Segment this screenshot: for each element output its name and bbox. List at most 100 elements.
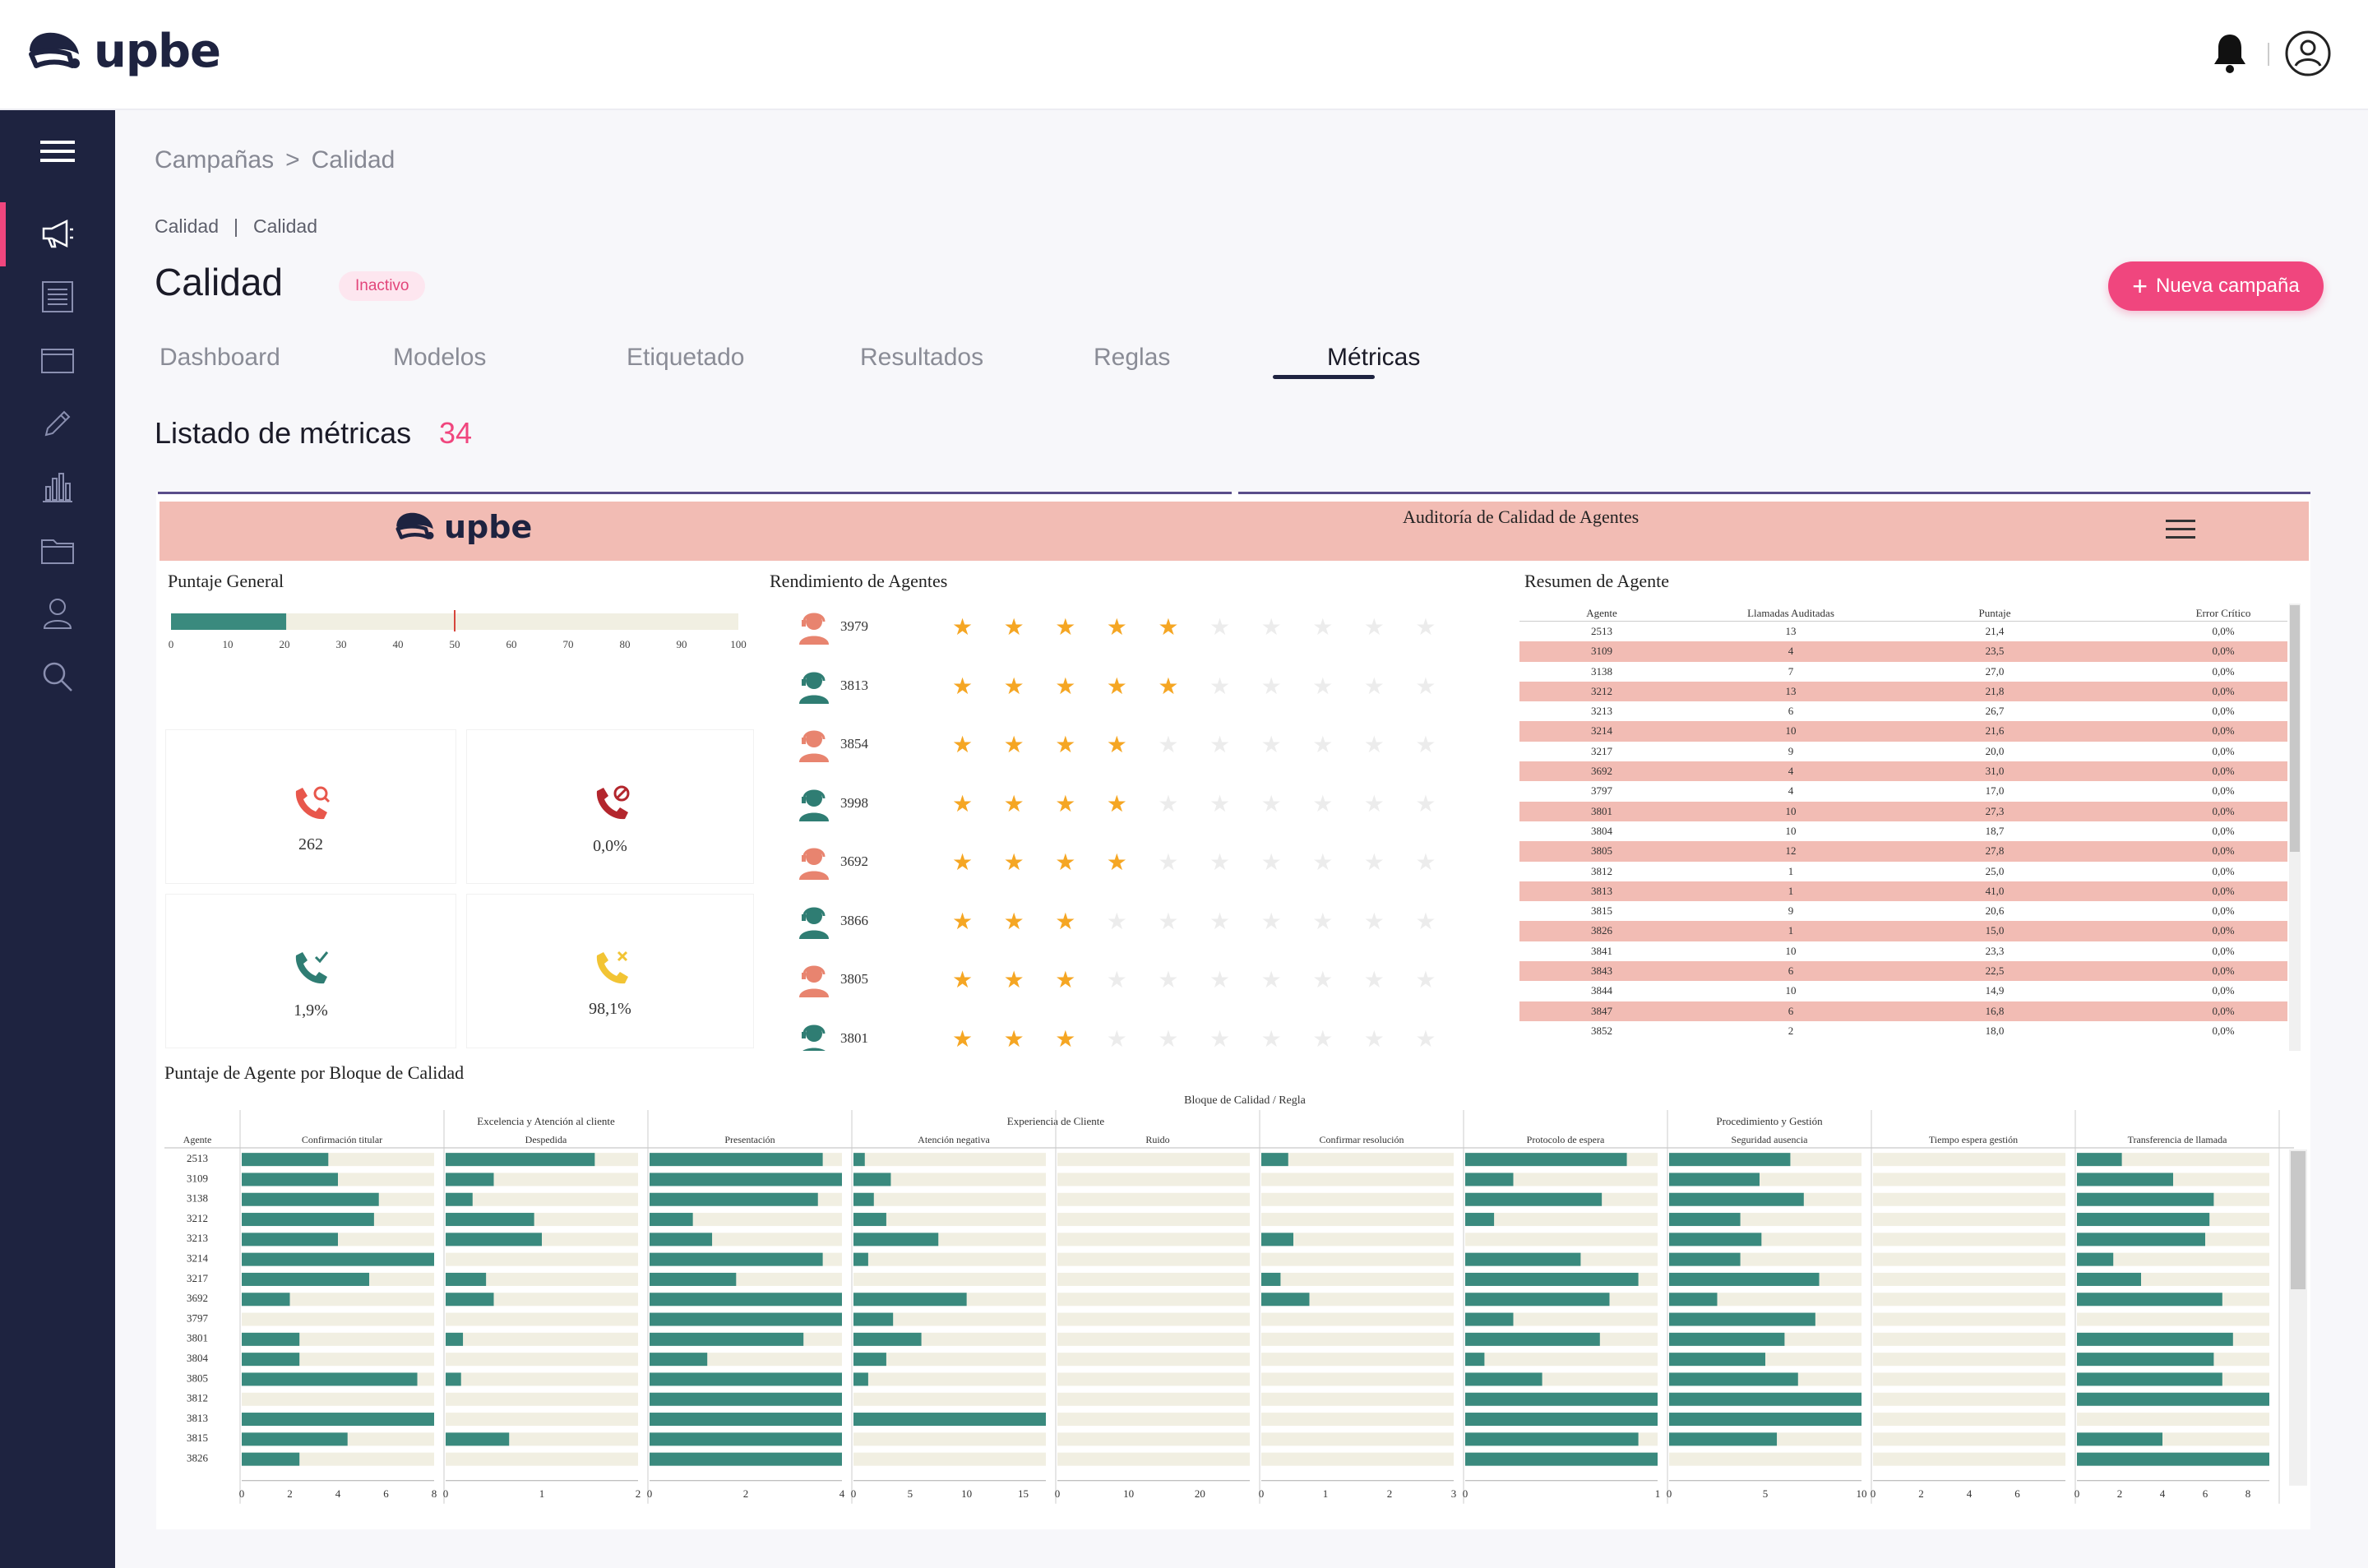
pencil-icon[interactable] xyxy=(0,399,115,448)
resumen-cell: 14,9 xyxy=(1985,984,2005,997)
bloque-bar xyxy=(1465,1353,1485,1367)
resumen-column-header[interactable]: Puntaje xyxy=(1978,607,2011,619)
bloque-bar xyxy=(2077,1153,2122,1167)
star-empty-icon: ★ xyxy=(1312,849,1334,875)
bloque-bar-track xyxy=(2077,1312,2269,1326)
star-empty-icon: ★ xyxy=(1158,849,1179,875)
resumen-cell: 13 xyxy=(1785,625,1797,637)
user-avatar-icon[interactable] xyxy=(2284,30,2332,81)
search-icon[interactable] xyxy=(0,652,115,701)
bloque-bar-track xyxy=(446,1413,638,1427)
user-icon[interactable] xyxy=(0,589,115,638)
resumen-cell: 41,0 xyxy=(1985,884,2005,897)
bloque-bar xyxy=(2077,1452,2269,1466)
bloque-bar-track xyxy=(2077,1153,2269,1167)
star-empty-icon: ★ xyxy=(1260,1025,1282,1052)
bloque-bar xyxy=(1465,1293,1610,1307)
tab-modelos[interactable]: Modelos xyxy=(393,344,487,371)
bloque-bar-track xyxy=(853,1213,1046,1227)
star-empty-icon: ★ xyxy=(1363,732,1385,757)
agent-id: 3866 xyxy=(840,912,868,928)
list-icon[interactable] xyxy=(0,272,115,321)
bloque-bar-track xyxy=(1261,1252,1454,1266)
bloque-bar-track xyxy=(2077,1413,2269,1427)
bloque-panel: Puntaje de Agente por Bloque de Calidad … xyxy=(160,1059,2310,1529)
gauge-reference-mark xyxy=(454,610,456,631)
star-empty-icon: ★ xyxy=(1312,732,1334,757)
bloque-series-label: Confirmación titular xyxy=(302,1134,382,1145)
bloque-bar xyxy=(650,1372,842,1386)
folder-icon[interactable] xyxy=(0,525,115,575)
breadcrumb-item[interactable]: Calidad xyxy=(311,146,395,173)
window-icon[interactable] xyxy=(0,335,115,385)
tab-reglas[interactable]: Reglas xyxy=(1094,344,1171,371)
bar-chart-icon[interactable] xyxy=(0,462,115,511)
kpi-card: 98,1% xyxy=(467,895,753,1048)
resumen-cell: 0,0% xyxy=(2212,765,2235,778)
resumen-column-header[interactable]: Llamadas Auditadas xyxy=(1747,607,1834,619)
resumen-cell: 21,4 xyxy=(1985,625,2005,637)
tab-metricas[interactable]: Métricas xyxy=(1327,344,1421,371)
bloque-bar xyxy=(1261,1153,1288,1167)
bloque-bar xyxy=(446,1153,595,1167)
bell-icon[interactable] xyxy=(2212,31,2248,78)
bloque-bar xyxy=(650,1432,842,1446)
upbe-logo[interactable]: upbe xyxy=(23,25,221,78)
agent-row: 3998 ★ ★ ★ ★ ★ ★ ★ ★ ★ ★ xyxy=(765,784,1644,833)
bloque-bar-track xyxy=(1261,1272,1454,1286)
star-filled-icon: ★ xyxy=(952,908,974,934)
star-filled-icon: ★ xyxy=(1003,967,1024,992)
star-filled-icon: ★ xyxy=(952,614,974,640)
resumen-cell: 10 xyxy=(1785,804,1797,817)
agent-id: 3801 xyxy=(840,1029,868,1046)
bloque-bar xyxy=(853,1413,1046,1427)
bloque-agent-label: 3801 xyxy=(187,1332,208,1344)
bloque-bar xyxy=(853,1173,891,1186)
bloque-bar-track xyxy=(1669,1452,1862,1466)
bloque-bar-track xyxy=(1057,1293,1250,1307)
resumen-cell: 4 xyxy=(1788,784,1794,798)
tab-etiquetado[interactable]: Etiquetado xyxy=(627,344,745,371)
tab-resultados[interactable]: Resultados xyxy=(860,344,984,371)
bloque-scrollbar-thumb[interactable] xyxy=(2291,1151,2306,1289)
sub-breadcrumb-item[interactable]: Calidad xyxy=(252,215,317,237)
brand-name: upbe xyxy=(94,25,221,78)
agent-avatar-icon xyxy=(799,848,829,880)
resumen-cell: 27,8 xyxy=(1985,844,2005,858)
resumen-column-header[interactable]: Error Crítico xyxy=(2195,607,2251,619)
bloque-bar xyxy=(1669,1332,1785,1346)
tab-dashboard[interactable]: Dashboard xyxy=(160,344,280,371)
resumen-column-header[interactable]: Agente xyxy=(1586,607,1617,619)
star-empty-icon: ★ xyxy=(1209,849,1231,875)
puntaje-general-panel: Puntaje General 0 10 20 30 40 50 60 70 80 90 100 xyxy=(163,567,752,724)
resumen-cell: 3812 xyxy=(1591,864,1612,877)
agent-avatar-icon xyxy=(799,789,829,821)
resumen-cell: 3797 xyxy=(1591,784,1612,798)
resumen-cell: 26,7 xyxy=(1985,705,2005,718)
breadcrumb-item[interactable]: Campañas xyxy=(155,146,275,173)
resumen-cell: 31,0 xyxy=(1985,765,2005,778)
new-campaign-button[interactable]: + Nueva campaña xyxy=(2108,261,2324,311)
star-filled-icon: ★ xyxy=(952,1025,974,1052)
sub-breadcrumb-item[interactable]: Calidad xyxy=(155,215,219,237)
megaphone-icon[interactable] xyxy=(0,209,115,258)
resumen-scrollbar-thumb[interactable] xyxy=(2290,605,2300,852)
bloque-bar xyxy=(650,1392,842,1406)
bloque-tick-label: 2 xyxy=(743,1487,749,1500)
bloque-bar xyxy=(650,1233,713,1247)
bloque-tick-label: 0 xyxy=(2074,1487,2080,1500)
bloque-tick-label: 2 xyxy=(287,1487,293,1500)
resumen-panel: Resumen de Agente Agente Llamadas Auditad… xyxy=(1519,567,2301,1051)
resumen-cell: 1 xyxy=(1788,864,1794,877)
bloque-series-label: Despedida xyxy=(525,1134,567,1145)
resumen-cell: 0,0% xyxy=(2212,645,2235,658)
bloque-bar xyxy=(2077,1192,2214,1206)
dashboard-menu-icon[interactable] xyxy=(2166,518,2195,545)
status-badge: Inactivo xyxy=(339,271,426,301)
bloque-bar-track xyxy=(1261,1432,1454,1446)
bloque-agent-label: 3109 xyxy=(187,1172,208,1184)
resumen-row: 3841 10 23,3 0,0% xyxy=(1519,941,2287,962)
bloque-bar-track xyxy=(1057,1312,1250,1326)
bloque-bar xyxy=(650,1293,842,1307)
menu-icon[interactable] xyxy=(0,127,115,176)
